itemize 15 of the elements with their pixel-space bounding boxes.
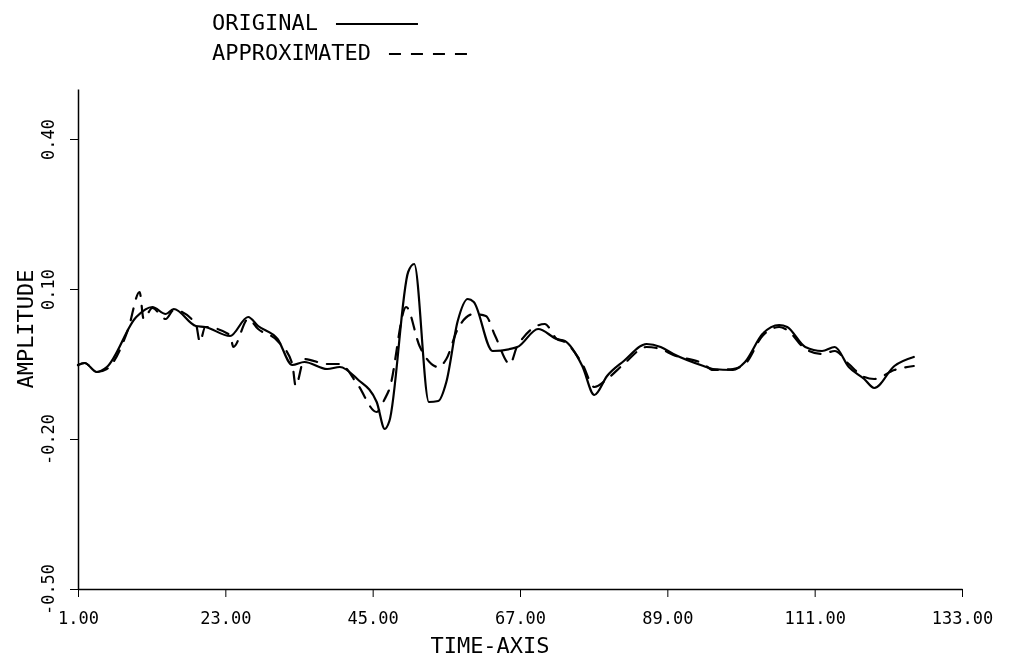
legend-label: ORIGINAL bbox=[212, 9, 318, 35]
x-tick-label: 89.00 bbox=[642, 607, 694, 628]
x-tick-label: 45.00 bbox=[347, 607, 399, 628]
x-tick-label: 67.00 bbox=[494, 607, 547, 628]
y-axis-title: AMPLITUDE bbox=[13, 269, 38, 389]
y-tick-label: -0.20 bbox=[38, 413, 58, 466]
y-tick-label: 0.10 bbox=[38, 269, 58, 310]
y-tick-label: -0.50 bbox=[38, 563, 58, 616]
y-tick-label: 0.40 bbox=[38, 119, 58, 160]
x-axis-title: TIME-AXIS bbox=[430, 633, 550, 658]
x-tick-label: 1.00 bbox=[58, 607, 99, 628]
x-tick-label: 23.00 bbox=[200, 607, 252, 628]
x-tick-label: 133.00 bbox=[931, 607, 994, 628]
x-tick-label: 111.00 bbox=[784, 607, 846, 628]
legend-label: APPROXIMATED bbox=[212, 39, 371, 65]
